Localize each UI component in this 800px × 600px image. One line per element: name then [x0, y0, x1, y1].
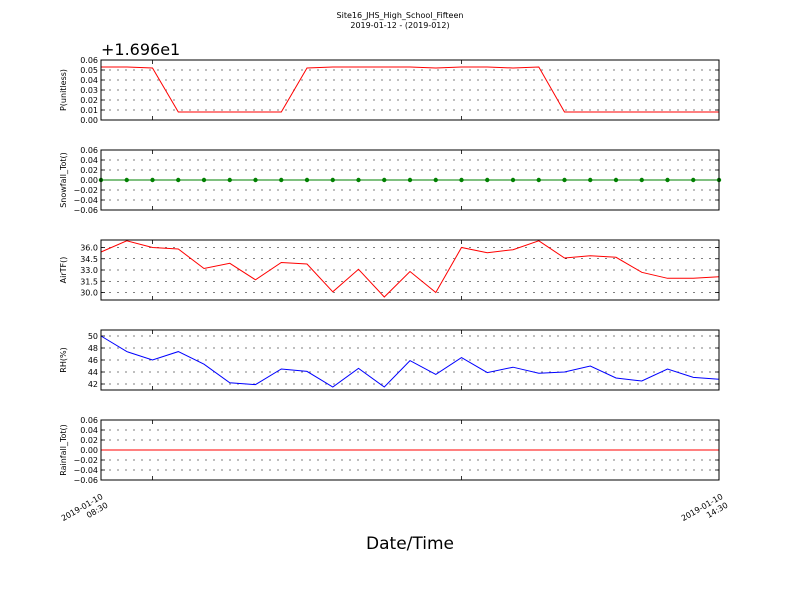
data-point	[382, 177, 387, 183]
y-tick-label: 0.02	[80, 166, 98, 175]
y-tick-label: 0.06	[80, 56, 98, 65]
y-tick-label: 48	[88, 344, 98, 353]
y-tick-label: 0.04	[80, 76, 98, 85]
data-point	[176, 177, 181, 183]
data-point	[330, 177, 335, 183]
subplot-5: −0.06−0.04−0.020.000.020.040.06 Rainfall_…	[59, 416, 720, 485]
data-point	[665, 177, 670, 183]
y-tick-label: −0.02	[73, 186, 98, 195]
data-point	[536, 177, 541, 183]
y-tick-label: −0.06	[73, 476, 98, 485]
y-tick-label: −0.02	[73, 456, 98, 465]
data-point	[201, 177, 207, 183]
subplot-4: 42 44 46 48 50 RH(%)	[59, 329, 720, 391]
series-line	[100, 335, 720, 388]
series-line	[101, 66, 719, 113]
y-tick-label: 44	[88, 368, 98, 377]
axes-frame	[100, 329, 720, 391]
data-point	[407, 177, 413, 183]
y-tick-label: 31.5	[80, 277, 98, 286]
y-tick-label: −0.04	[73, 466, 98, 475]
series-line	[100, 240, 720, 298]
data-point	[304, 177, 310, 183]
y-tick-label: 0.02	[80, 436, 98, 445]
y-tick-label: 0.00	[80, 116, 98, 125]
y-axis-title: P(unitless)	[59, 69, 68, 111]
data-point	[150, 177, 155, 183]
axes-frame	[100, 149, 720, 211]
data-point	[613, 177, 619, 183]
y-axis-title: Rainfall_Tot()	[59, 424, 68, 476]
data-point	[588, 177, 593, 183]
y-tick-label: −0.04	[73, 196, 98, 205]
y-tick-label: −0.06	[73, 206, 98, 215]
y-axis-title: RH(%)	[59, 347, 68, 372]
y-tick-label: 46	[88, 356, 98, 365]
data-point	[639, 177, 644, 183]
axes-frame	[100, 239, 720, 301]
data-point	[485, 177, 490, 183]
y-tick-label: 0.04	[80, 426, 98, 435]
data-point	[691, 177, 696, 183]
y-tick-label: 0.05	[80, 66, 98, 75]
data-point	[459, 177, 464, 183]
data-point	[510, 177, 516, 183]
subplot-2: −0.06−0.04−0.020.000.020.040.06 Snowfall_…	[59, 146, 722, 215]
data-point	[124, 177, 129, 183]
y-tick-label: 0.00	[80, 176, 98, 185]
y-tick-label: 0.06	[80, 146, 98, 155]
y-tick-label: 33.0	[80, 266, 98, 275]
offset-text: +1.696e1	[101, 40, 181, 59]
axes-frame	[100, 59, 720, 121]
y-tick-label: 42	[88, 380, 98, 389]
y-tick-label: 50	[88, 332, 98, 341]
axes-frame	[100, 419, 720, 481]
x-axis-title: Date/Time	[366, 534, 454, 554]
chart-subtitle: 2019-01-12 - (2019-012)	[350, 21, 450, 30]
y-tick-label: 0.03	[80, 86, 98, 95]
y-tick-label: 0.01	[80, 106, 98, 115]
chart-title: Site16_JHS_High_School_Fifteen	[336, 11, 464, 20]
y-tick-label: 0.00	[80, 446, 98, 455]
y-tick-label: 36.0	[80, 244, 98, 253]
data-point	[356, 177, 361, 183]
y-tick-label: 0.06	[80, 416, 98, 425]
subplot-3: 30.0 31.5 33.0 34.5 36.0 AirTF()	[59, 239, 720, 301]
y-axis-title: Snowfall_Tot()	[59, 152, 68, 208]
y-tick-label: 34.5	[80, 255, 98, 264]
data-point	[279, 177, 284, 183]
y-tick-label: 0.02	[80, 96, 98, 105]
data-point	[562, 177, 567, 183]
y-tick-label: 0.04	[80, 156, 98, 165]
subplot-1: 0.000.010.020.030.040.050.06 P(unitless)	[59, 56, 720, 125]
y-tick-label: 30.0	[80, 289, 98, 298]
y-axis-title: AirTF()	[59, 257, 68, 284]
data-point	[227, 177, 232, 183]
data-point	[253, 177, 258, 183]
data-point	[433, 177, 438, 183]
